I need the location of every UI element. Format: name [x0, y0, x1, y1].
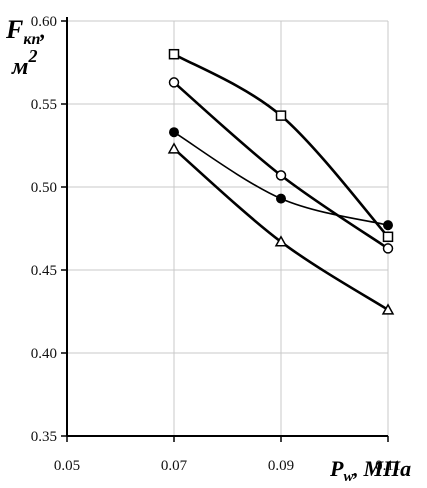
x-axis-title-unit: МПа [362, 456, 411, 481]
data-point-triangle [381, 303, 395, 315]
data-point-square [275, 110, 287, 121]
axes [61, 17, 389, 442]
y-axis-title-sub: кп [23, 31, 40, 48]
y-tick-label: 0.50 [31, 180, 57, 196]
y-axis-title-main: F [5, 15, 23, 44]
y-tick-label: 0.40 [31, 346, 57, 362]
data-point-circle-open [275, 170, 287, 181]
y-tick-label: 0.60 [31, 14, 57, 30]
data-point-square [382, 231, 394, 243]
y-axis-unit-power: 2 [27, 46, 37, 66]
y-axis-unit: м2 [11, 46, 37, 80]
series-4 [167, 142, 395, 315]
x-axis-title-main: P [329, 456, 344, 481]
data-point-circle-filled [383, 220, 393, 231]
data-point-circle-open [168, 77, 180, 88]
x-tick-label: 0.05 [54, 458, 80, 474]
data-point-circle-open [382, 243, 394, 254]
series-group [167, 48, 395, 315]
y-axis-title: Fкп, [5, 15, 46, 48]
x-axis-title: Pw, МПа [329, 456, 411, 485]
y-tick-label: 0.55 [31, 97, 57, 113]
x-tick-label: 0.09 [268, 458, 294, 474]
data-point-triangle [274, 235, 288, 247]
tick-labels: 0.35 0.40 0.45 0.50 0.55 0.60 0.05 0.07 0.09 0.11 [31, 14, 401, 474]
x-tick-label: 0.11 [375, 458, 401, 474]
data-point-triangle [167, 142, 181, 154]
data-point-square [168, 48, 180, 60]
y-tick-label: 0.45 [31, 263, 57, 279]
grid [67, 20, 389, 436]
x-tick-label: 0.07 [161, 458, 188, 474]
y-axis-unit-main: м [11, 54, 28, 80]
series-2 [168, 77, 394, 254]
x-axis-title-sub: w [343, 469, 354, 485]
data-point-circle-filled [169, 127, 179, 138]
series-3 [169, 127, 393, 231]
data-point-circle-filled [276, 193, 286, 204]
series-1 [168, 48, 394, 243]
y-tick-label: 0.35 [31, 429, 57, 445]
